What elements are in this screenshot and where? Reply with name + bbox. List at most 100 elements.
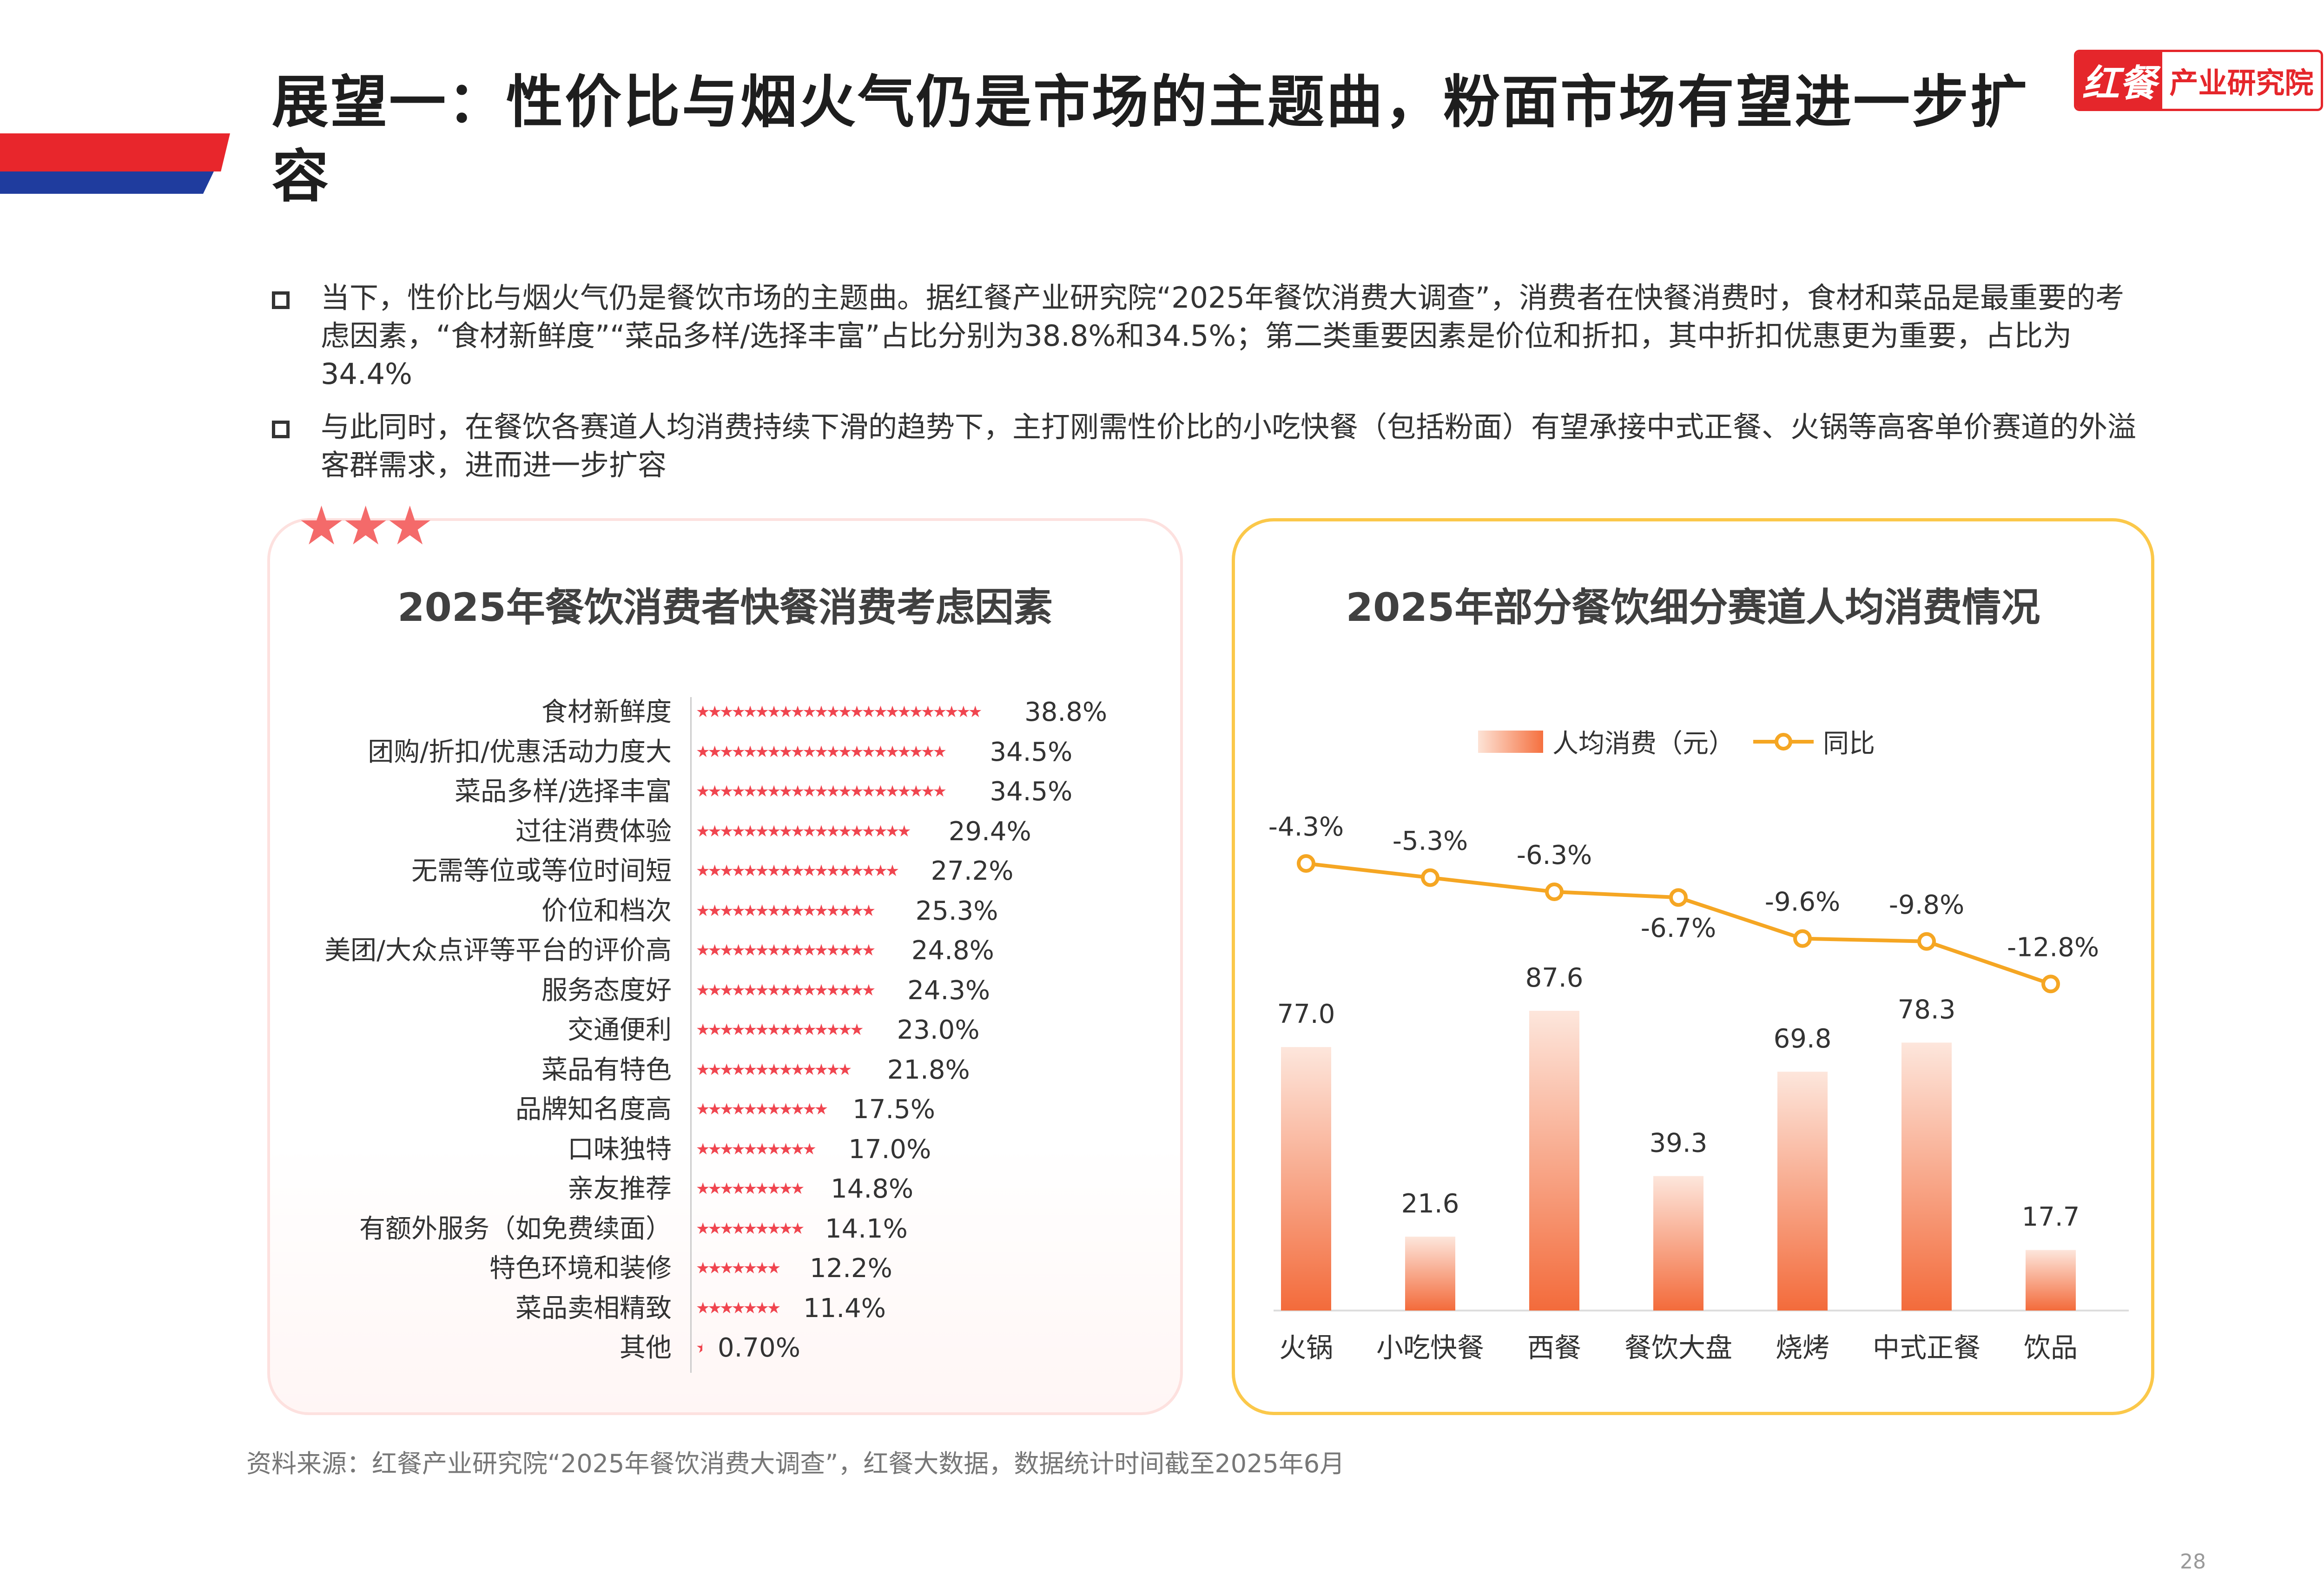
factors-bar-chart: 食材新鲜度 ★★★★★★★★★★★★★★★★★★★★★★★★ 38.8% 团购/折扣/… bbox=[270, 692, 1181, 1380]
left-chart-title: 2025年餐饮消费者快餐消费考虑因素 bbox=[397, 585, 1053, 630]
category-label: 菜品多样/选择丰富 bbox=[455, 777, 672, 807]
category-label: 价位和档次 bbox=[541, 896, 672, 926]
data-label: 23.0% bbox=[897, 1015, 980, 1045]
category-label: 菜品卖相精致 bbox=[515, 1293, 672, 1324]
yoy-label: -6.3% bbox=[1517, 840, 1592, 870]
legend-bar-swatch bbox=[1478, 730, 1543, 753]
yoy-label: -12.8% bbox=[2007, 932, 2099, 962]
data-label: 34.5% bbox=[990, 777, 1073, 807]
header-red-stripe bbox=[0, 133, 230, 171]
data-label: 29.4% bbox=[948, 816, 1031, 847]
bar-15: ★★★★★★★ bbox=[696, 1298, 781, 1318]
category-label: 亲友推荐 bbox=[568, 1174, 672, 1204]
category-axis-line bbox=[690, 697, 692, 1373]
page-number: 28 bbox=[2180, 1550, 2206, 1574]
bar-4 bbox=[1777, 1072, 1828, 1311]
yoy-point bbox=[1669, 888, 1688, 907]
category-label: 食材新鲜度 bbox=[541, 697, 672, 727]
bar-10: ★★★★★★★★★★★ bbox=[696, 1100, 828, 1119]
yoy-point bbox=[1917, 932, 1936, 951]
bar-value-label: 17.7 bbox=[2022, 1202, 2080, 1232]
bar-13: ★★★★★★★★★ bbox=[696, 1219, 805, 1238]
yoy-label: -4.3% bbox=[1268, 812, 1344, 842]
category-label: 火锅 bbox=[1279, 1332, 1333, 1364]
chart-legend: 人均消费（元） 同比 bbox=[1478, 723, 1875, 760]
category-label: 特色环境和装修 bbox=[489, 1253, 672, 1284]
page-title: 展望一：性价比与烟火气仍是市场的主题曲，粉面市场有望进一步扩容 bbox=[272, 69, 2029, 210]
bar-14: ★★★★★★★ bbox=[696, 1259, 781, 1278]
bullet-paragraph-1: 当下，性价比与烟火气仍是餐饮市场的主题曲。据红餐产业研究院“2025年餐饮消费大… bbox=[321, 281, 2125, 391]
category-label: 西餐 bbox=[1527, 1332, 1581, 1364]
bar-7: ★★★★★★★★★★★★★★★ bbox=[696, 981, 876, 1000]
category-label: 品牌知名度高 bbox=[515, 1094, 672, 1125]
brand-logo: 红餐 产业研究院 bbox=[2074, 50, 2323, 111]
data-label: 0.70% bbox=[718, 1333, 800, 1363]
bar-6 bbox=[2026, 1250, 2076, 1311]
bar-value-label: 87.6 bbox=[1525, 963, 1584, 993]
bar-3 bbox=[1653, 1176, 1703, 1311]
logo-text: 产业研究院 bbox=[2169, 66, 2314, 100]
legend-line-label: 同比 bbox=[1823, 729, 1875, 759]
bullet-paragraph-2: 与此同时，在餐饮各赛道人均消费持续下滑的趋势下，主打刚需性价比的小吃快餐（包括粉… bbox=[321, 410, 2137, 482]
bar-value-label: 78.3 bbox=[1898, 995, 1956, 1025]
data-label: 17.0% bbox=[848, 1134, 931, 1165]
category-label: 菜品有特色 bbox=[541, 1054, 672, 1085]
bar-6: ★★★★★★★★★★★★★★★ bbox=[696, 941, 876, 960]
bar-16: ★ bbox=[696, 1328, 702, 1368]
bar-1: ★★★★★★★★★★★★★★★★★★★★★ bbox=[696, 742, 947, 761]
bar-5: ★★★★★★★★★★★★★★★ bbox=[696, 901, 876, 920]
yoy-label: -6.7% bbox=[1641, 913, 1716, 943]
yoy-point bbox=[1421, 868, 1439, 887]
data-label: 24.8% bbox=[911, 935, 994, 966]
category-label: 有额外服务（如免费续面） bbox=[359, 1213, 672, 1244]
yoy-label: -5.3% bbox=[1393, 826, 1468, 856]
bar-12: ★★★★★★★★★ bbox=[696, 1179, 805, 1198]
category-label: 服务态度好 bbox=[541, 975, 672, 1006]
yoy-label: -9.6% bbox=[1765, 887, 1840, 917]
category-label: 饮品 bbox=[2024, 1332, 2078, 1364]
category-label: 烧烤 bbox=[1776, 1332, 1829, 1364]
data-label: 25.3% bbox=[915, 896, 998, 926]
bar-9: ★★★★★★★★★★★★★ bbox=[696, 1060, 852, 1079]
category-label: 口味独特 bbox=[568, 1134, 672, 1165]
category-label: 无需等位或等位时间短 bbox=[411, 856, 672, 886]
category-label: 中式正餐 bbox=[1873, 1332, 1981, 1364]
category-label: 过往消费体验 bbox=[515, 816, 672, 847]
source-note: 资料来源：红餐产业研究院“2025年餐饮消费大调查”，红餐大数据，数据统计时间截… bbox=[246, 1449, 1345, 1478]
yoy-point bbox=[1793, 929, 1812, 948]
bar-4: ★★★★★★★★★★★★★★★★★ bbox=[696, 862, 899, 880]
data-label: 12.2% bbox=[809, 1253, 892, 1284]
bar-0 bbox=[1281, 1047, 1331, 1311]
category-label: 美团/大众点评等平台的评价高 bbox=[324, 935, 672, 966]
data-label: 14.8% bbox=[831, 1174, 914, 1204]
bar-8: ★★★★★★★★★★★★★★ bbox=[696, 1021, 864, 1039]
category-label: 交通便利 bbox=[568, 1015, 672, 1045]
legend-bar-label: 人均消费（元） bbox=[1552, 729, 1735, 759]
header-blue-stripe bbox=[0, 171, 214, 194]
data-label: 14.1% bbox=[825, 1213, 908, 1244]
bar-value-label: 69.8 bbox=[1774, 1024, 1832, 1054]
bar-value-label: 21.6 bbox=[1401, 1189, 1459, 1219]
data-label: 34.5% bbox=[990, 737, 1073, 767]
spending-combo-chart: 77.0 火锅 21.6 小吃快餐 87.6 西餐 39.3 餐饮大盘 69.8 烧烤 78.3 中式… bbox=[1268, 812, 2129, 1364]
legend-line-swatch bbox=[1753, 732, 1814, 751]
category-label: 其他 bbox=[620, 1333, 672, 1363]
bar-5 bbox=[1901, 1042, 1952, 1311]
left-chart-panel bbox=[267, 518, 1183, 1415]
bar-1 bbox=[1405, 1236, 1455, 1311]
data-label: 17.5% bbox=[852, 1094, 935, 1125]
data-label: 38.8% bbox=[1024, 697, 1108, 727]
right-chart-title: 2025年部分餐饮细分赛道人均消费情况 bbox=[1346, 585, 2040, 630]
data-label: 27.2% bbox=[931, 856, 1014, 886]
data-label: 24.3% bbox=[907, 975, 990, 1006]
category-label: 小吃快餐 bbox=[1376, 1332, 1484, 1364]
category-label: 餐饮大盘 bbox=[1624, 1332, 1732, 1364]
bar-value-label: 77.0 bbox=[1277, 999, 1335, 1029]
yoy-label: -9.8% bbox=[1889, 890, 1964, 920]
stars-decoration: ★★★ bbox=[297, 495, 434, 557]
bullet-icon bbox=[272, 291, 290, 309]
data-label: 21.8% bbox=[887, 1054, 970, 1085]
data-label: 11.4% bbox=[803, 1293, 886, 1324]
bar-value-label: 39.3 bbox=[1650, 1128, 1708, 1159]
yoy-point bbox=[1545, 883, 1564, 901]
